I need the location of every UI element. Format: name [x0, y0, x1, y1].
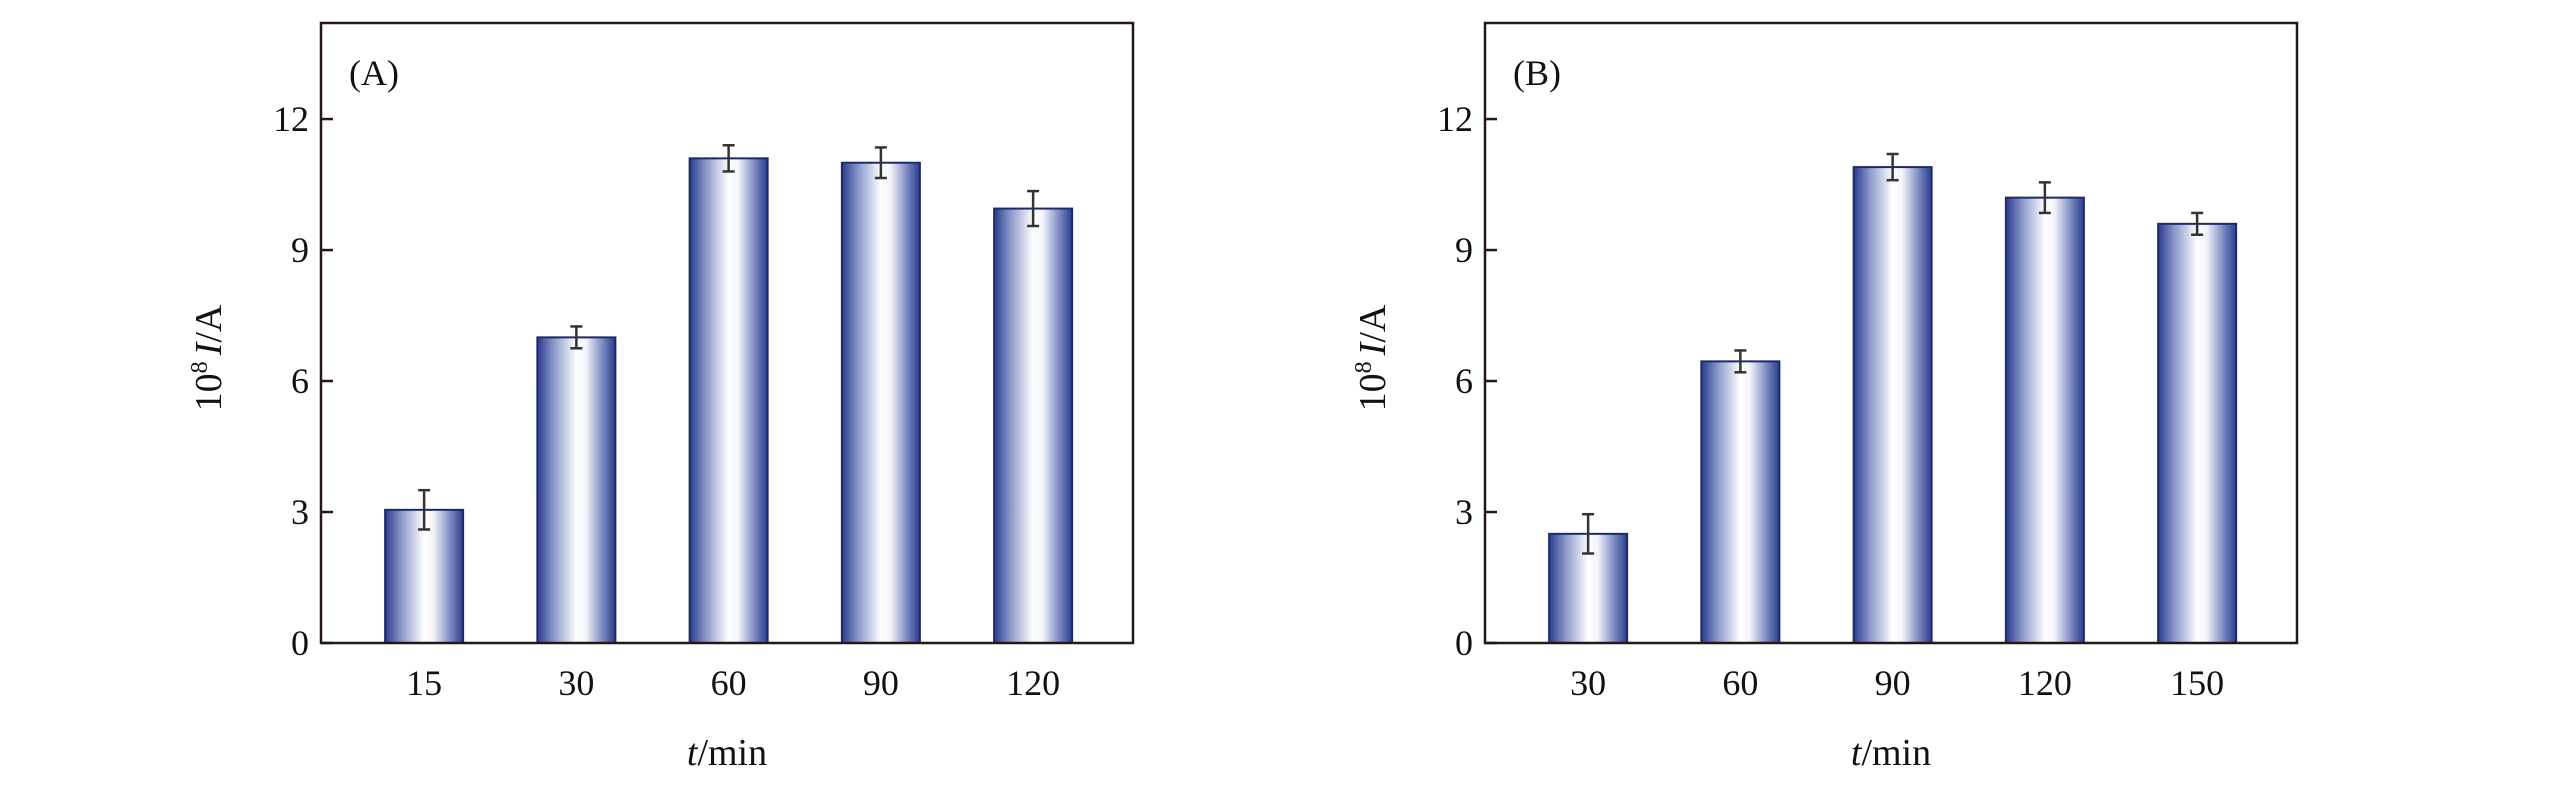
y-tick-label: 3: [291, 492, 309, 532]
chart-panel-a: 15 30 60 90 120 0 3 6 9 12 (A) t/min 108 I/A: [187, 21, 1135, 774]
y-axis-label-prefix: 10: [1352, 373, 1394, 411]
y-tick-label: 9: [1455, 230, 1473, 270]
x-tick-label: 120: [1006, 663, 1060, 703]
y-tick-label: 0: [1455, 623, 1473, 663]
y-axis-label: 108 I/A: [187, 304, 230, 411]
x-tick-label: 15: [406, 663, 442, 703]
bar: [688, 157, 769, 644]
y-axis-label-var: I: [188, 340, 230, 356]
bar: [1852, 166, 1933, 644]
bar: [2157, 222, 2238, 645]
y-tick-label: 9: [291, 230, 309, 270]
x-tick-label: 60: [711, 663, 747, 703]
bar: [536, 336, 617, 644]
bar: [840, 161, 921, 644]
panel-label: (A): [349, 53, 399, 93]
bar: [1700, 360, 1781, 644]
plot-frame: [319, 21, 1135, 645]
x-tick-label: 30: [558, 663, 594, 703]
y-axis-label-var: I: [1352, 340, 1394, 356]
chart-panel-b: 30 60 90 120 150 0 3 6 9 12 (B) t/min 108 I/A: [1351, 21, 2299, 774]
x-tick-label: 90: [863, 663, 899, 703]
x-axis-label-var: t: [687, 732, 699, 774]
y-tick-label: 12: [1437, 99, 1473, 139]
x-axis-label: t/min: [1851, 732, 1931, 774]
x-axis-label-unit: /min: [1861, 732, 1931, 774]
y-axis-label-prefix: 10: [188, 373, 230, 411]
y-tick-label: 3: [1455, 492, 1473, 532]
y-axis-label-unit: /A: [1352, 304, 1394, 343]
x-axis-label-unit: /min: [697, 732, 767, 774]
panel-label: (B): [1513, 53, 1561, 93]
plot-frame: [1483, 21, 2299, 645]
x-axis-label: t/min: [687, 732, 767, 774]
y-tick-label: 6: [1455, 361, 1473, 401]
x-tick-label: 120: [2018, 663, 2072, 703]
y-tick-label: 6: [291, 361, 309, 401]
y-tick-label: 12: [273, 99, 309, 139]
y-tick-label: 0: [291, 623, 309, 663]
bar: [2004, 196, 2085, 644]
bar: [384, 508, 465, 645]
x-tick-label: 60: [1722, 663, 1758, 703]
y-axis-label: 108 I/A: [1351, 304, 1394, 411]
x-tick-label: 150: [2170, 663, 2224, 703]
x-tick-label: 90: [1875, 663, 1911, 703]
x-axis-label-var: t: [1851, 732, 1863, 774]
x-tick-label: 30: [1570, 663, 1606, 703]
bar: [993, 207, 1074, 644]
y-axis-label-unit: /A: [188, 304, 230, 343]
y-axis-label-exponent: 8: [1351, 361, 1377, 373]
y-axis-label-exponent: 8: [187, 361, 213, 373]
